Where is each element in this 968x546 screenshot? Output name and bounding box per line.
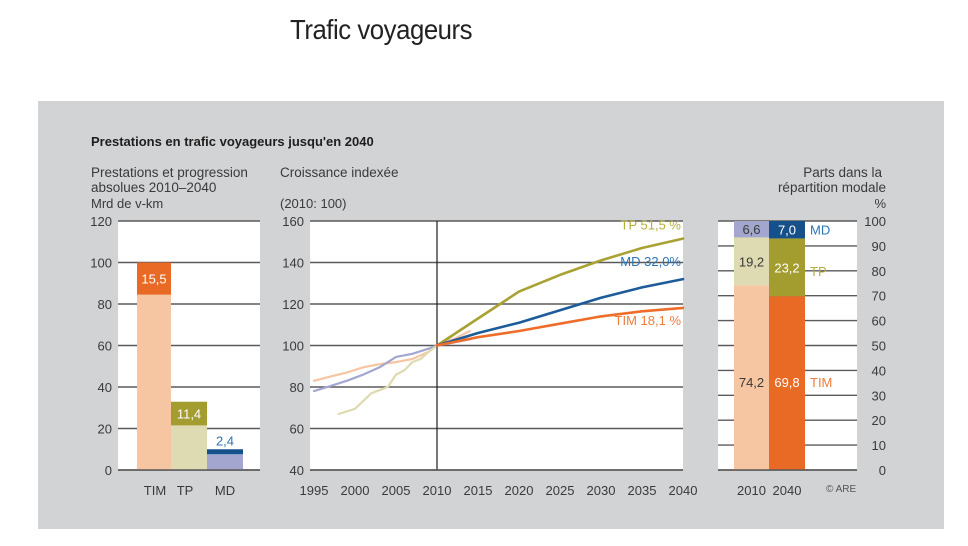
middle-series-line-tim	[435, 306, 685, 347]
right-chart-title-line1: Parts dans la	[803, 165, 882, 180]
middle-xtick-label: 2040	[669, 483, 698, 498]
middle-xtick-label: 1995	[300, 483, 329, 498]
right-bar-data-label: 7,0	[778, 223, 796, 238]
middle-ytick-label: 40	[290, 463, 304, 478]
figure-title: Prestations en trafic voyageurs jusqu'en…	[91, 134, 374, 149]
right-bar-segment-md-2040	[769, 221, 805, 239]
left-chart-title-line1: Prestations et progression	[91, 165, 248, 180]
left-xtick-label: TIM	[144, 483, 166, 498]
left-bar-base-tim	[137, 294, 171, 470]
right-bar-data-label: 69,8	[774, 375, 799, 390]
middle-ytick-label: 140	[282, 256, 304, 271]
right-bar-data-label: 6,6	[742, 222, 760, 237]
left-bar-data-label: 15,5	[141, 272, 166, 287]
middle-xtick-label: 2035	[628, 483, 657, 498]
right-legend-tp: TP	[810, 264, 827, 279]
middle-chart-title: Croissance indexée	[280, 165, 399, 180]
right-ytick-label: 30	[872, 388, 886, 403]
left-ytick-label: 120	[90, 214, 112, 229]
right-ytick-label: 40	[872, 363, 886, 378]
middle-xtick-label: 2015	[464, 483, 493, 498]
middle-xtick-label: 2030	[587, 483, 616, 498]
left-ytick-label: 80	[98, 297, 112, 312]
middle-xtick-label: 2010	[423, 483, 452, 498]
middle-ytick-label: 80	[290, 380, 304, 395]
left-bar-data-label: 11,4	[177, 407, 201, 422]
middle-ytick-label: 60	[290, 422, 304, 437]
middle-series-line-md	[435, 277, 685, 347]
right-bar-data-label: 74,2	[739, 375, 764, 390]
right-bar-segment-tp-2010	[734, 237, 769, 286]
right-ytick-label: 50	[872, 339, 886, 354]
left-bar-base-tp	[171, 425, 207, 470]
right-ytick-label: 0	[879, 463, 886, 478]
right-chart-ylabel: %	[874, 196, 886, 211]
middle-ytick-label: 160	[282, 214, 304, 229]
right-bar-segment-tim-2040	[769, 296, 805, 470]
left-chart-ylabel: Mrd de v-km	[91, 196, 164, 211]
middle-xtick-label: 2020	[505, 483, 534, 498]
left-ytick-label: 60	[98, 339, 112, 354]
left-bar-increase-md	[207, 449, 243, 455]
right-ytick-label: 20	[872, 413, 886, 428]
right-xtick-label: 2040	[773, 483, 802, 498]
middle-ytick-label: 100	[282, 339, 304, 354]
right-ytick-label: 70	[872, 289, 886, 304]
middle-xtick-label: 2025	[546, 483, 575, 498]
page-title: Trafic voyageurs	[290, 14, 473, 45]
left-ytick-label: 20	[98, 422, 112, 437]
middle-xtick-label: 2005	[382, 483, 411, 498]
middle-xtick-label: 2000	[341, 483, 370, 498]
credit-label: © ARE	[826, 484, 857, 495]
left-ytick-label: 100	[90, 256, 112, 271]
right-xtick-label: 2010	[737, 483, 766, 498]
left-chart-title-line2: absolues 2010–2040	[91, 180, 217, 195]
left-ytick-label: 40	[98, 380, 112, 395]
middle-chart-ylabel: (2010: 100)	[280, 196, 347, 211]
left-bar-base-md	[207, 454, 243, 470]
right-bar-data-label: 23,2	[774, 260, 799, 275]
right-bar-segment-md-2010	[734, 221, 769, 238]
middle-series-label-tim: TIM 18,1 %	[615, 313, 682, 328]
left-xtick-label: TP	[177, 483, 194, 498]
right-bar-data-label: 19,2	[739, 254, 764, 269]
middle-ytick-label: 120	[282, 297, 304, 312]
left-ytick-label: 0	[105, 463, 112, 478]
middle-series-line-tp	[435, 237, 685, 347]
right-bar-segment-tim-2010	[734, 285, 769, 470]
middle-series-label-md: MD 32,0%	[620, 254, 681, 269]
right-legend-tim: TIM	[810, 375, 832, 390]
right-ytick-label: 10	[872, 438, 886, 453]
right-ytick-label: 80	[872, 264, 886, 279]
right-ytick-label: 100	[864, 214, 886, 229]
middle-series-label-tp: TP 51,5 %	[621, 218, 682, 233]
left-bar-increase-tp	[171, 401, 207, 426]
right-ytick-label: 90	[872, 239, 886, 254]
left-xtick-label: MD	[215, 483, 235, 498]
left-bar-data-label: 2,4	[216, 433, 234, 448]
right-chart-title-line2: répartition modale	[777, 180, 886, 195]
left-bar-increase-tim	[137, 262, 171, 295]
right-ytick-label: 60	[872, 314, 886, 329]
right-bar-segment-tp-2040	[769, 238, 805, 297]
right-legend-md: MD	[810, 223, 830, 238]
